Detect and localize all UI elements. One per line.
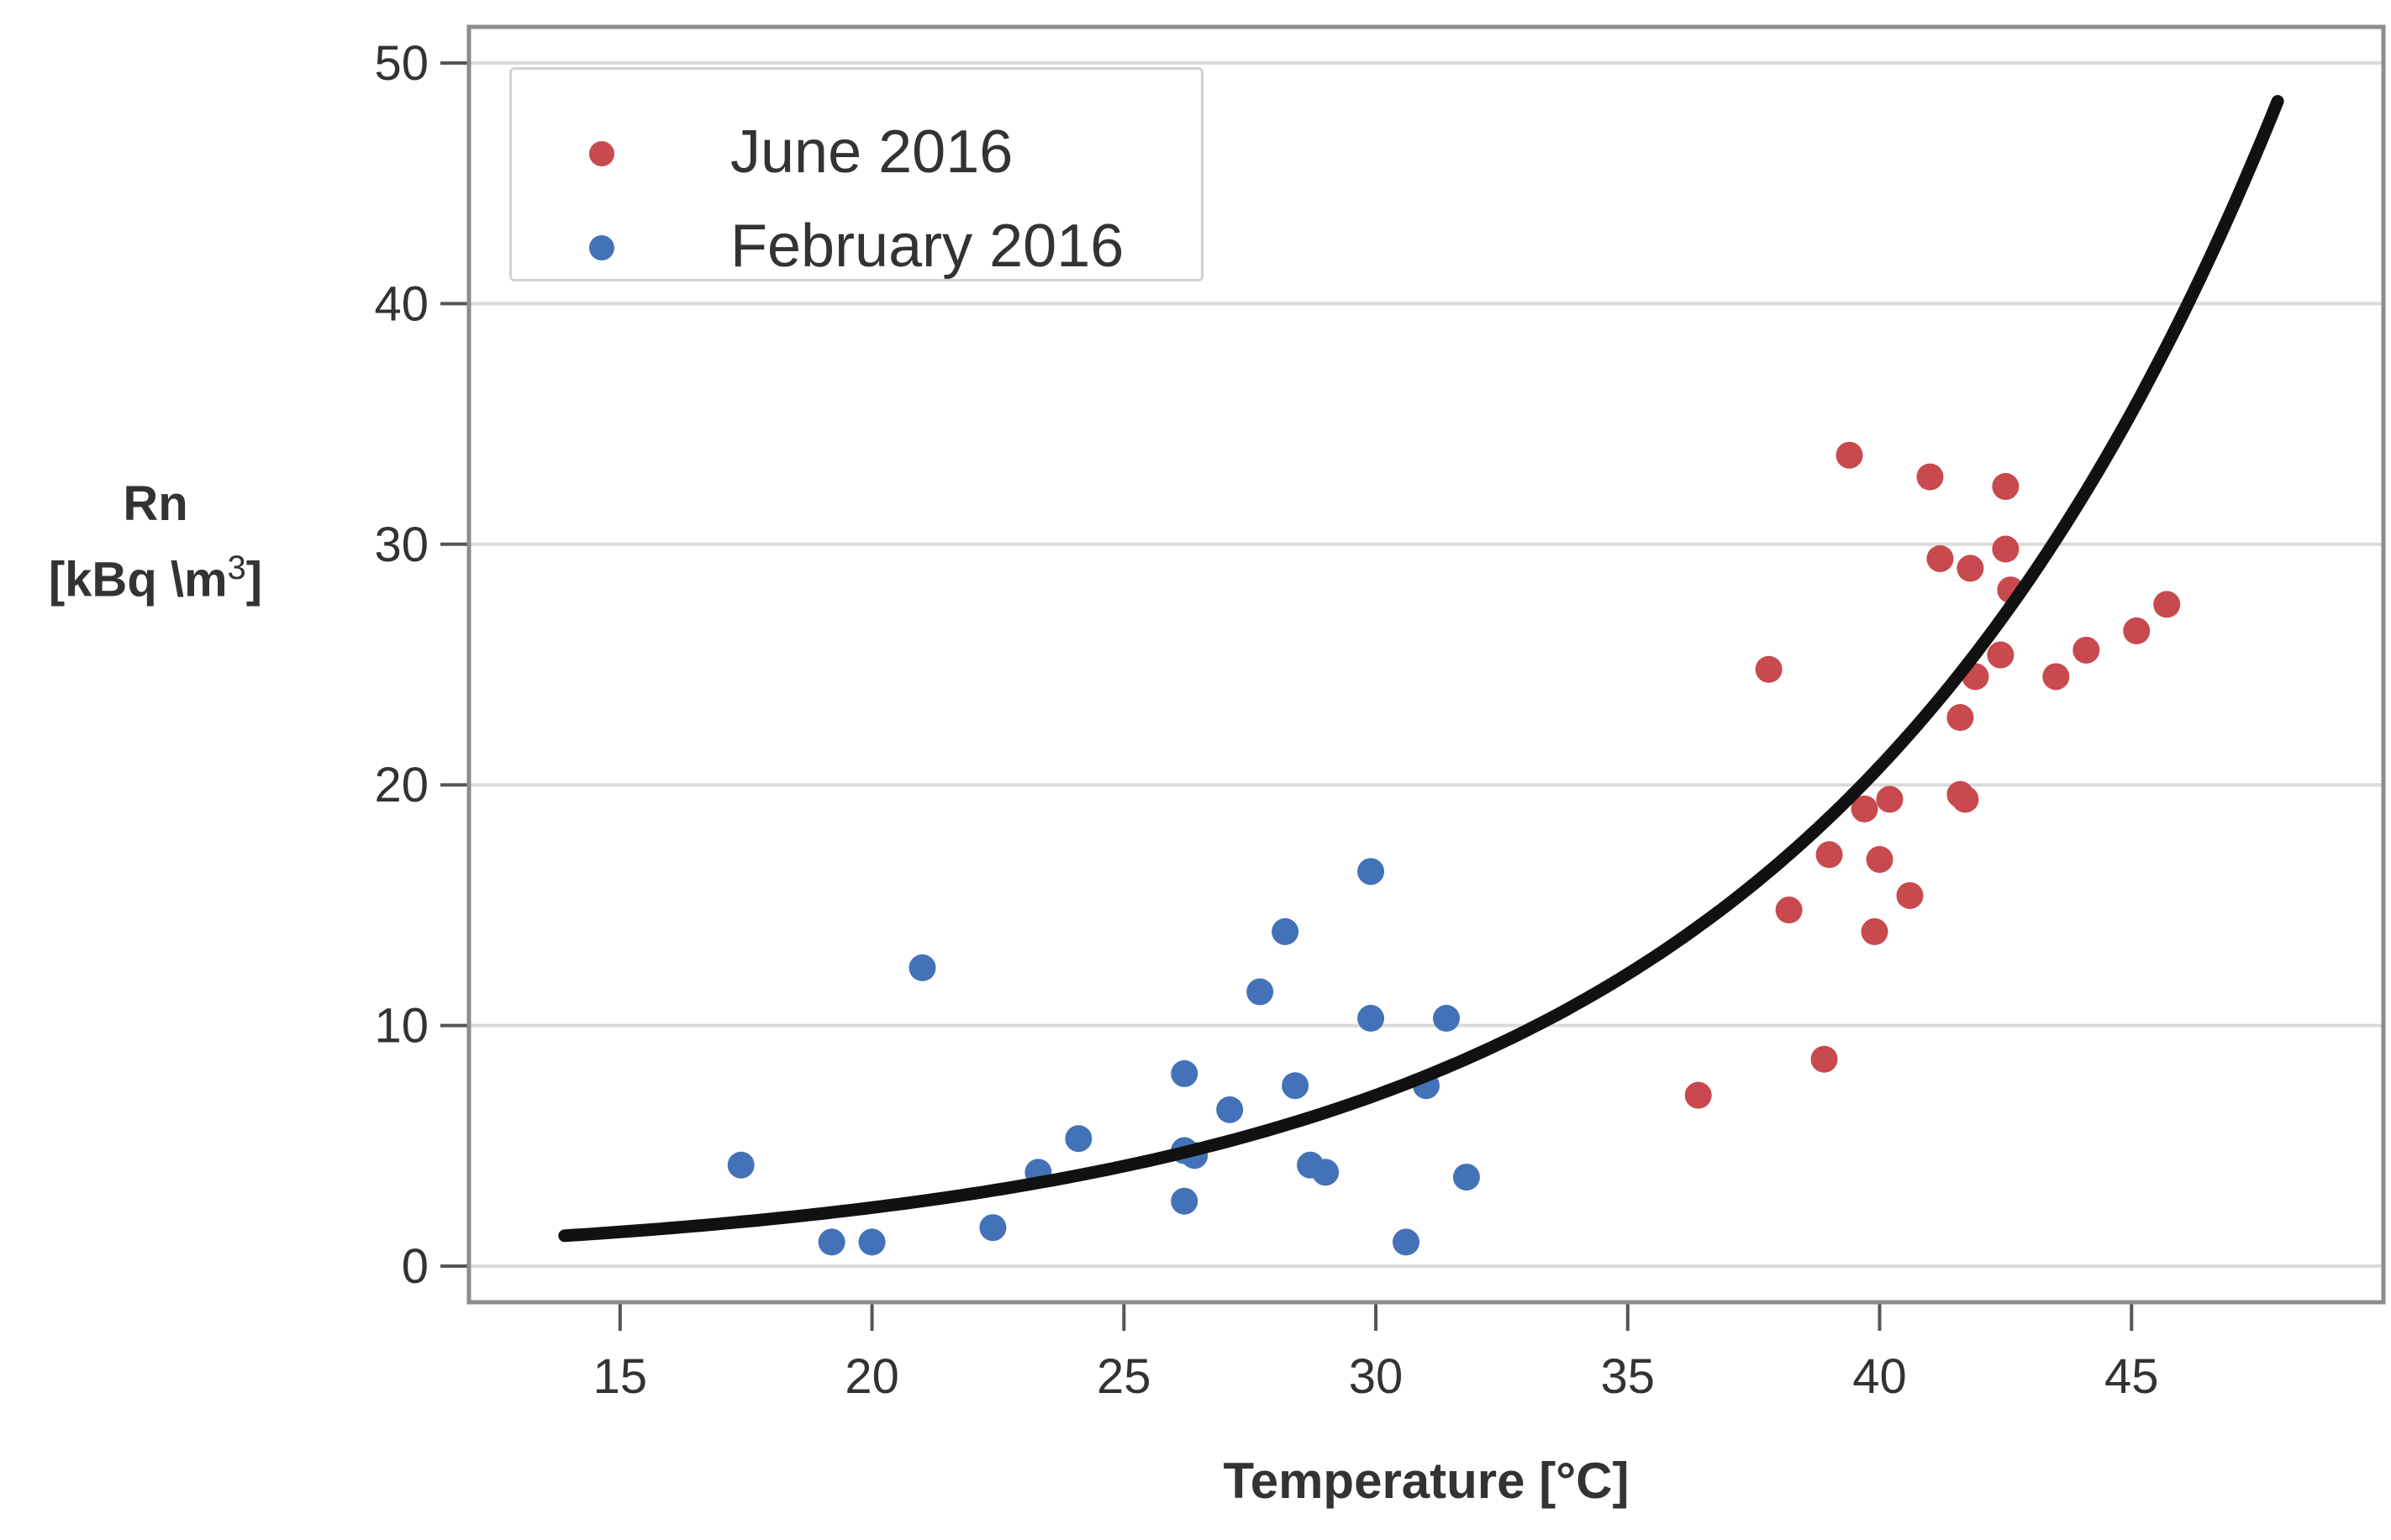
point-february-2016-18 bbox=[1357, 1005, 1385, 1033]
grid-lines bbox=[469, 60, 2383, 1269]
y-axis-ticks: 0 10 20 30 40 50 bbox=[374, 36, 469, 1294]
legend-label-february: February 2016 bbox=[730, 213, 1124, 280]
legend-label-june: June 2016 bbox=[730, 118, 1014, 186]
plot-frame bbox=[466, 24, 2386, 1305]
point-june-2016-3 bbox=[1810, 1045, 1838, 1073]
point-february-2016-17 bbox=[1357, 858, 1385, 886]
y-tick-label-0: 0 bbox=[402, 1239, 429, 1294]
x-axis-label: Temperature [°C] bbox=[1223, 1453, 1630, 1509]
y-axis-unit-close: ] bbox=[245, 552, 263, 607]
point-june-2016-10 bbox=[1896, 881, 1924, 909]
point-june-2016-15 bbox=[1951, 786, 1979, 813]
point-june-2016-16 bbox=[1957, 555, 1984, 582]
point-february-2016-7 bbox=[1171, 1059, 1198, 1087]
data-points bbox=[727, 441, 2181, 1256]
point-june-2016-20 bbox=[1992, 535, 2020, 563]
y-tick-label-30: 30 bbox=[374, 518, 429, 572]
point-june-2016-18 bbox=[1987, 641, 2014, 669]
point-february-2016-13 bbox=[1272, 917, 1299, 945]
legend-marker-february bbox=[589, 235, 614, 260]
point-june-2016-11 bbox=[1916, 463, 1944, 491]
y-tick-label-10: 10 bbox=[374, 999, 429, 1054]
y-axis-label-line2: [kBq \m3] bbox=[0, 542, 311, 618]
point-february-2016-6 bbox=[1065, 1125, 1093, 1153]
point-june-2016-2 bbox=[1775, 896, 1803, 924]
x-tick-label-30: 30 bbox=[1349, 1349, 1404, 1404]
point-february-2016-16 bbox=[1312, 1159, 1340, 1186]
point-february-2016-21 bbox=[1432, 1005, 1460, 1033]
y-tick-label-50: 50 bbox=[374, 36, 429, 91]
fit-curve bbox=[558, 95, 2284, 1243]
fit-curve-layer bbox=[558, 95, 2284, 1243]
point-june-2016-4 bbox=[1815, 841, 1843, 869]
point-june-2016-7 bbox=[1861, 917, 1888, 945]
point-february-2016-12 bbox=[1246, 978, 1274, 1006]
point-february-2016-3 bbox=[908, 954, 936, 981]
point-february-2016-9 bbox=[1171, 1187, 1198, 1215]
point-june-2016-23 bbox=[2072, 636, 2100, 664]
y-tick-label-20: 20 bbox=[374, 758, 429, 812]
point-february-2016-4 bbox=[979, 1214, 1007, 1242]
x-axis-ticks: 15 20 25 30 35 40 45 bbox=[593, 1302, 2159, 1404]
y-axis-unit: [kBq \m bbox=[48, 552, 228, 607]
point-february-2016-11 bbox=[1216, 1096, 1244, 1123]
point-june-2016-9 bbox=[1876, 786, 1904, 813]
x-tick-label-40: 40 bbox=[1852, 1349, 1907, 1404]
point-february-2016-22 bbox=[1452, 1164, 1480, 1191]
point-february-2016-2 bbox=[858, 1228, 886, 1256]
point-february-2016-1 bbox=[818, 1228, 845, 1256]
y-axis-label: Rn [kBq \m3] bbox=[0, 466, 311, 618]
point-june-2016-1 bbox=[1755, 655, 1783, 683]
legend: June 2016 February 2016 bbox=[509, 67, 1203, 281]
point-february-2016-19 bbox=[1393, 1228, 1420, 1256]
x-tick-label-25: 25 bbox=[1097, 1349, 1151, 1404]
x-tick-label-15: 15 bbox=[593, 1349, 648, 1404]
point-june-2016-19 bbox=[1992, 473, 2020, 501]
point-june-2016-6 bbox=[1851, 795, 1878, 823]
point-june-2016-0 bbox=[1684, 1081, 1712, 1109]
legend-marker-june bbox=[589, 141, 614, 166]
point-february-2016-0 bbox=[727, 1151, 755, 1179]
y-axis-label-line1: Rn bbox=[123, 476, 188, 531]
point-june-2016-5 bbox=[1835, 441, 1863, 469]
y-tick-label-40: 40 bbox=[374, 276, 429, 331]
point-june-2016-13 bbox=[1946, 704, 1974, 732]
point-june-2016-24 bbox=[2123, 617, 2151, 644]
y-axis-unit-exponent: 3 bbox=[227, 549, 246, 586]
point-june-2016-25 bbox=[2153, 591, 2181, 618]
point-june-2016-22 bbox=[2042, 663, 2070, 691]
point-february-2016-14 bbox=[1282, 1072, 1309, 1100]
x-tick-label-35: 35 bbox=[1601, 1349, 1656, 1404]
x-tick-label-20: 20 bbox=[845, 1349, 899, 1404]
point-june-2016-12 bbox=[1926, 544, 1954, 572]
x-tick-label-45: 45 bbox=[2104, 1349, 2159, 1404]
point-june-2016-8 bbox=[1866, 845, 1893, 873]
